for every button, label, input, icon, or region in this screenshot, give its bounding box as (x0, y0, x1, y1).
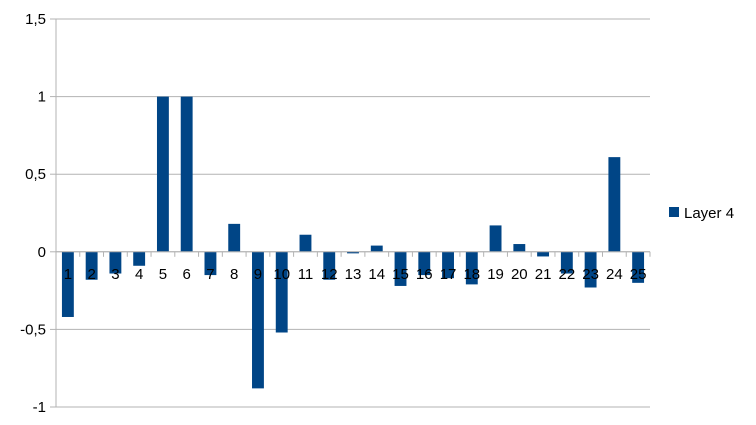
bar (394, 251, 407, 286)
category-label: 25 (630, 266, 647, 283)
bar (608, 157, 621, 252)
bar (299, 234, 312, 252)
legend-swatch (669, 207, 679, 217)
bar (275, 251, 288, 333)
bar (228, 223, 241, 252)
bar (465, 251, 478, 285)
bar (133, 251, 146, 266)
category-label: 21 (535, 266, 552, 283)
legend: Layer 4 (669, 205, 734, 222)
bar (584, 251, 597, 288)
y-tick-label: -0,5 (20, 321, 46, 338)
bar (85, 251, 98, 280)
category-label: 19 (487, 266, 504, 283)
bars (61, 96, 645, 389)
category-label: 6 (183, 266, 191, 283)
category-label: 11 (298, 266, 314, 283)
axes (50, 18, 651, 408)
category-label: 7 (206, 266, 214, 283)
bar (442, 251, 454, 279)
y-tick-label: -1 (33, 399, 46, 416)
bar (560, 251, 573, 274)
category-label: 3 (111, 266, 119, 283)
category-label: 1 (64, 266, 72, 283)
y-tick-label: 1 (38, 89, 46, 106)
category-labels: 1 2 3 4 5 6 7 8 9 10 11 12 13 14 15 16 17 18 19 20 21 22 23 24 2… (64, 266, 647, 283)
bar (370, 245, 383, 252)
category-label: 12 (321, 266, 338, 283)
category-label: 5 (159, 266, 167, 283)
gridlines (56, 18, 650, 408)
category-label: 24 (606, 266, 623, 283)
y-tick-label: 1,5 (25, 11, 46, 28)
category-label: 20 (511, 266, 528, 283)
bar (347, 251, 359, 254)
bar (204, 251, 217, 276)
category-label: 14 (368, 266, 385, 283)
category-label: 10 (273, 266, 290, 283)
category-label: 4 (135, 266, 143, 283)
legend-label: Layer 4 (684, 205, 734, 222)
bar (489, 225, 502, 252)
y-tick-label: 0 (38, 244, 46, 261)
category-label: 18 (463, 266, 480, 283)
bar (109, 251, 122, 274)
bar (537, 251, 550, 257)
bar (252, 251, 264, 389)
y-tick-labels: -1 -0,5 0 0,5 1 1,5 (20, 11, 46, 416)
bar (156, 96, 169, 252)
bar (323, 251, 336, 280)
y-tick-label: 0,5 (25, 166, 46, 183)
category-label: 23 (582, 266, 599, 283)
category-label: 16 (416, 266, 433, 283)
category-label: 2 (87, 266, 95, 283)
bar (180, 96, 193, 252)
category-label: 22 (558, 266, 575, 283)
bar (418, 251, 431, 276)
category-label: 9 (254, 266, 262, 283)
bar (513, 244, 526, 252)
category-label: 17 (440, 266, 457, 283)
bar (61, 251, 74, 317)
category-label: 8 (230, 266, 238, 283)
category-label: 15 (392, 266, 409, 283)
bar (632, 251, 645, 283)
category-label: 13 (345, 266, 362, 283)
